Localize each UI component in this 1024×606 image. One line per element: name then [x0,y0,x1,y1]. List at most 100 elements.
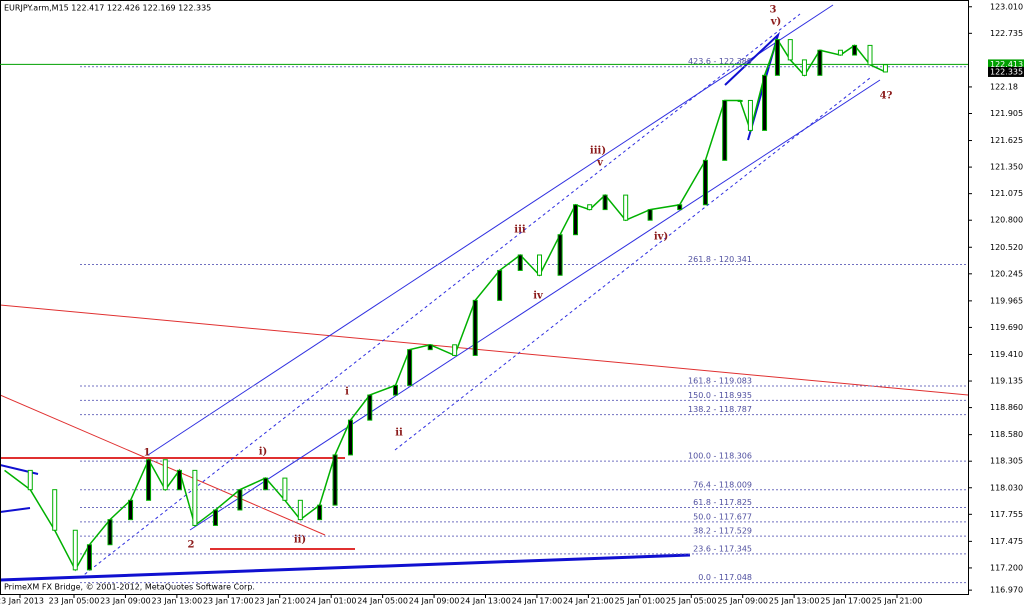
candle [176,469,182,491]
price-line [4,37,886,572]
candle [212,509,218,526]
y-tick-label: 119.690 [990,323,1023,332]
x-tick-label: 24 Jan 01:00 [306,597,357,606]
x-tick-label: 25 Jan 01:00 [614,597,665,606]
fib-label: 423.6 - 122.389 [688,57,752,66]
wave-label: 3 [770,5,777,16]
wave-labels: 1 2 i) ii) i ii iii iv iii) v iv) v) 3 4… [144,5,893,551]
x-tick-label: 25 Jan 21:00 [872,597,923,606]
wave-label: iv) [654,232,668,243]
candle [774,39,780,76]
candle [407,349,413,386]
candle [817,49,823,76]
candle [677,204,683,211]
red-trendline [0,394,326,536]
candle [317,504,323,521]
x-tick-label: 24 Jan 13:00 [460,597,511,606]
x-tick-label: 25 Jan 17:00 [820,597,871,606]
x-tick-label: 24 Jan 21:00 [563,597,614,606]
fib-label: 0.0 - 117.048 [698,573,752,582]
x-tick-label: 23 Jan 2013 [0,597,44,606]
fib-label: 261.8 - 120.341 [688,255,752,264]
y-tick-label: 117.755 [990,510,1023,519]
candle [86,544,92,571]
fib-label: 61.8 - 117.825 [693,498,752,507]
y-tick-label: 118.030 [990,483,1023,492]
y-tick-label: 121.075 [990,189,1023,198]
y-tick-label: 118.305 [990,457,1023,466]
wave-label: i) [259,447,268,458]
footer: PrimeXM FX Bridge, © 2001-2012, MetaQuot… [4,583,255,592]
fib-label: 76.4 - 118.009 [693,480,752,489]
wave-label: v [596,158,604,169]
y-tick-label: 120.520 [990,243,1023,252]
candle [587,204,593,211]
candle [332,454,338,506]
candle [72,529,78,571]
y-tick-label: 121.625 [990,136,1023,145]
wave-label: ii) [294,535,306,546]
candle [192,469,198,526]
x-tick-label: 24 Jan 05:00 [357,597,408,606]
candle [702,159,708,206]
blue-line [0,507,31,513]
fib-label: 100.0 - 118.306 [688,452,752,461]
candle [647,209,653,221]
candle [452,344,458,356]
candle [762,74,768,131]
y-tick-label: 120.800 [990,216,1023,225]
y-tick-label: 116.970 [990,586,1023,595]
y-tick-label: 122.18 [990,82,1018,91]
candle [427,344,433,351]
x-tick-label: 23 Jan 17:00 [203,597,254,606]
candle [557,234,563,276]
x-tick-label: 25 Jan 13:00 [769,597,820,606]
wave-label: i [345,387,349,398]
wave-label: v) [770,17,782,28]
channel-line [189,79,881,531]
candle [367,394,373,421]
wave-label: 2 [188,540,195,551]
wave-label: ii [395,428,403,439]
candle [537,254,543,276]
price-tag-label: 122.413 [990,60,1023,69]
candle [602,194,608,211]
x-tick-label: 23 Jan 05:00 [49,597,100,606]
x-tick-label: 23 Jan 21:00 [254,597,305,606]
fib-label: 150.0 - 118.935 [688,391,752,400]
price-tag [988,59,1024,70]
fib-label: 23.6 - 117.345 [693,544,752,553]
candle [52,489,58,531]
channel-line [147,4,834,456]
candle [107,519,113,546]
candle [282,477,288,501]
y-tick-label: 122.735 [990,29,1023,38]
candle [573,204,579,236]
y-tick-label: 119.135 [990,377,1023,386]
x-tick-label: 23 Jan 09:00 [100,597,151,606]
x-tick-label: 24 Jan 17:00 [512,597,563,606]
candle [787,39,793,61]
x-tick-label: 24 Jan 09:00 [409,597,460,606]
candle [722,99,728,161]
price-tag-label: 122.335 [990,67,1023,76]
candle [867,44,873,66]
wave-label: 4? [880,91,893,102]
x-tick-label: 25 Jan 09:00 [717,597,768,606]
fib-label: 38.2 - 117.529 [693,527,752,536]
candle [392,384,398,396]
candle [237,489,243,511]
y-tick-label: 119.410 [990,350,1023,359]
candle [27,469,33,491]
y-tick-label: 117.475 [990,537,1023,546]
red-trendline [0,304,969,396]
wave-label: iii [514,225,526,236]
y-tick-label: 121.905 [990,109,1023,118]
x-tick-label: 23 Jan 13:00 [152,597,203,606]
wave-label: iii) [590,146,606,157]
candle [297,499,303,521]
channel-dashed [79,13,801,579]
y-tick-label: 121.350 [990,163,1023,172]
